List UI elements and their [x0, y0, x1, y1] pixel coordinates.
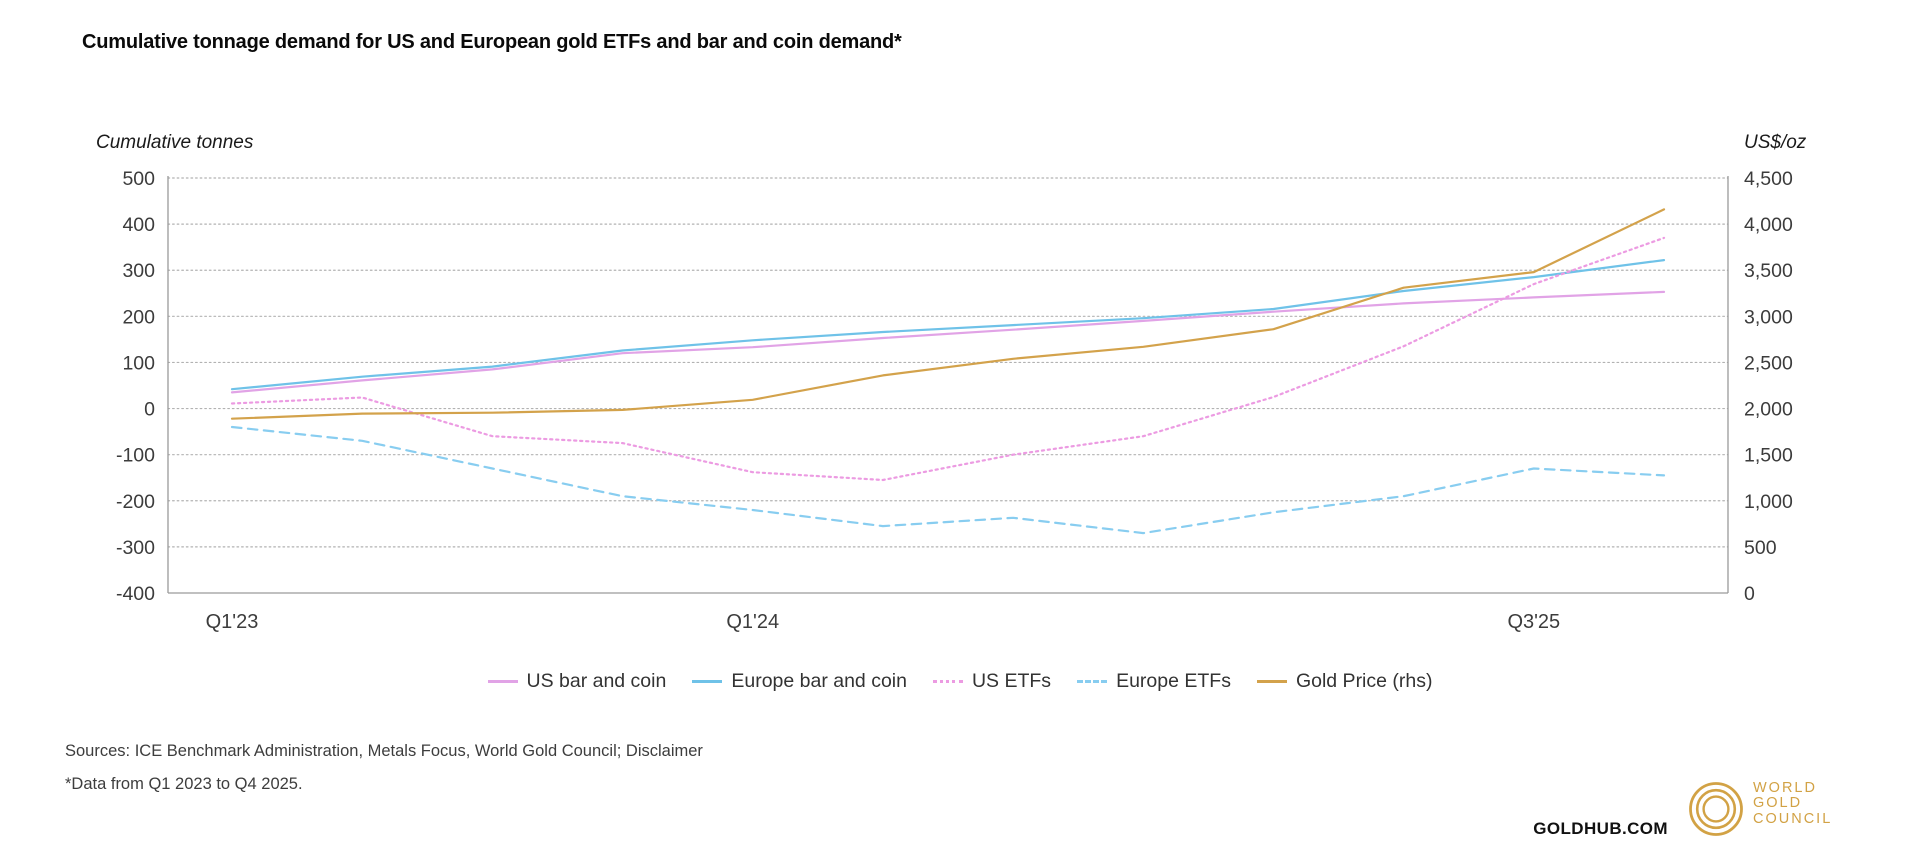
svg-text:Q1'23: Q1'23 [206, 611, 259, 633]
chart-legend: US bar and coin Europe bar and coin US ETF… [0, 666, 1920, 696]
world-gold-council-wordmark: WORLD GOLD COUNCIL [1753, 780, 1833, 827]
svg-text:4,500: 4,500 [1744, 168, 1793, 190]
svg-text:100: 100 [122, 352, 155, 374]
world-gold-council-logo-icon [1689, 782, 1743, 836]
svg-text:0: 0 [1744, 583, 1755, 605]
svg-text:-300: -300 [116, 537, 155, 559]
legend-item-gold-price-rhs-[interactable]: Gold Price (rhs) [1256, 669, 1433, 693]
logo-word: WORLD [1753, 780, 1817, 796]
sources-line: Sources: ICE Benchmark Administration, M… [65, 742, 703, 761]
series-line-gold-price-rhs- [230, 208, 1666, 420]
legend-swatch [692, 679, 723, 683]
legend-label: Europe bar and coin [731, 669, 907, 692]
svg-text:1,500: 1,500 [1744, 445, 1793, 467]
svg-text:-200: -200 [116, 491, 155, 513]
svg-text:500: 500 [122, 168, 155, 190]
series-line-europe-bar-and-coin [230, 259, 1666, 391]
svg-text:Q1'24: Q1'24 [726, 611, 779, 633]
y-axis-right-tick-labels: 4,500 4,000 3,500 3,000 2,500 2,000 1,500 1,000… [1744, 168, 1793, 605]
legend-swatch [1077, 679, 1108, 683]
svg-text:400: 400 [122, 214, 155, 236]
svg-text:0: 0 [144, 399, 155, 421]
legend-item-europe-bar-and-coin[interactable]: Europe bar and coin [692, 670, 907, 693]
svg-text:1,000: 1,000 [1744, 491, 1793, 513]
svg-text:3,500: 3,500 [1744, 260, 1793, 282]
disclaimer-link[interactable]: Disclaimer [625, 742, 703, 760]
goldhub-wordmark: GOLDHUB.COM [1533, 819, 1668, 838]
legend-label: Gold Price (rhs) [1295, 669, 1433, 692]
legend-label: US bar and coin [526, 669, 667, 692]
svg-text:4,000: 4,000 [1744, 214, 1793, 236]
svg-text:500: 500 [1744, 537, 1777, 559]
left-axis-unit-label: Cumulative tonnes [96, 132, 254, 153]
y-axis-left-tick-labels: 500 400 300 200 100 0 -100 -200 -300 -400 [116, 168, 155, 605]
legend-swatch [487, 679, 518, 683]
series-line-us-bar-and-coin [230, 290, 1666, 394]
svg-text:2,500: 2,500 [1744, 352, 1793, 374]
svg-text:-400: -400 [116, 583, 155, 605]
legend-item-us-etfs[interactable]: US ETFs [932, 669, 1052, 693]
svg-text:3,000: 3,000 [1744, 306, 1793, 328]
footnote-text: *Data from Q1 2023 to Q4 2025. [65, 775, 303, 793]
sources-text: Sources: ICE Benchmark Administration, M… [65, 742, 626, 760]
legend-swatch [1256, 679, 1287, 683]
legend-item-europe-etfs[interactable]: Europe ETFs [1077, 670, 1231, 693]
logo-word: GOLD [1753, 795, 1803, 812]
legend-swatch [932, 679, 963, 683]
series-line-us-etfs [230, 236, 1666, 482]
series-line-europe-etfs [230, 425, 1666, 535]
svg-text:300: 300 [122, 260, 155, 282]
logo-word: COUNCIL [1753, 810, 1833, 827]
svg-text:2,000: 2,000 [1744, 399, 1793, 421]
legend-label: US ETFs [971, 669, 1052, 692]
svg-text:200: 200 [122, 306, 155, 328]
right-axis-unit-label: US$/oz [1744, 132, 1807, 153]
svg-text:-100: -100 [116, 445, 155, 467]
legend-label: Europe ETFs [1116, 669, 1231, 692]
legend-item-us-bar-and-coin[interactable]: US bar and coin [487, 669, 667, 693]
axis-lines [167, 176, 1729, 594]
chart-title: Cumulative tonnage demand for US and Eur… [82, 31, 902, 53]
gridlines [167, 177, 1729, 548]
svg-text:Q3'25: Q3'25 [1507, 611, 1560, 633]
x-axis-tick-labels: Q1'23 Q1'24 Q3'25 [206, 611, 1561, 633]
